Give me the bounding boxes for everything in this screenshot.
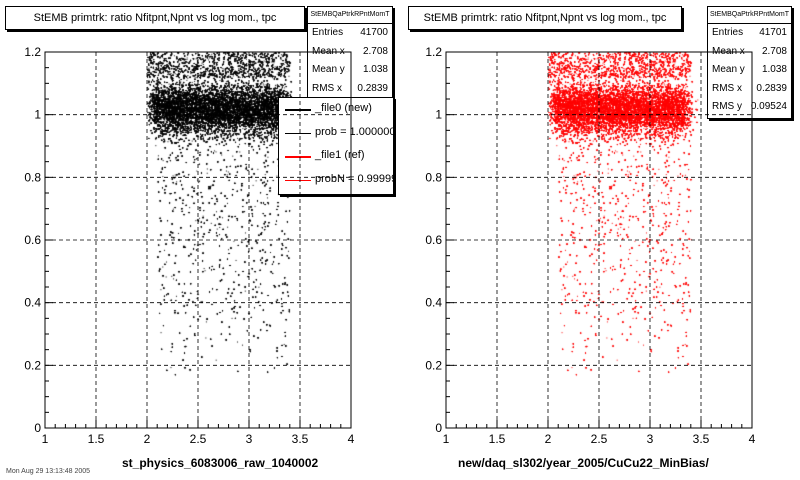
left-stats-label: Entries	[312, 27, 344, 38]
left-stats-value: 1.038	[362, 64, 388, 75]
left-plot-title: StEMB primtrk: ratio Nfitpnt,Npnt vs log…	[5, 6, 305, 30]
legend-line-swatch	[285, 109, 311, 111]
left-stats-value: 0.2839	[357, 82, 388, 94]
legend-entry-label: prob = 1.000000	[315, 125, 394, 138]
right-stats-name: StEMBQaPtrkRPntMomT	[708, 7, 791, 24]
legend-line-swatch	[285, 179, 311, 181]
right-stats-label: Mean x	[712, 45, 745, 57]
right-stats-value: 41701	[759, 27, 787, 38]
footer-timestamp: Mon Aug 29 13:13:48 2005	[6, 468, 91, 475]
legend-entry: _file0 (new)	[279, 98, 393, 122]
legend-box: _file0 (new) prob = 1.000000 _file1 (ref…	[278, 97, 394, 195]
left-stats-label: Mean x	[312, 45, 345, 57]
legend-entry: probN = 0.999997	[279, 169, 393, 193]
left-stats-row: Mean y 1.038	[308, 61, 392, 80]
left-stats-value: 41700	[360, 27, 388, 38]
right-plot-title-text: StEMB primtrk: ratio Nfitpnt,Npnt vs log…	[423, 12, 667, 24]
right-stats-row: RMS x 0.2839	[708, 80, 791, 99]
legend-entry-label: _file1 (ref)	[315, 149, 365, 161]
legend-line-swatch	[285, 132, 311, 134]
right-stats-label: RMS x	[712, 82, 742, 94]
left-stats-name: StEMBQaPtrkRPntMomT	[308, 7, 392, 24]
right-plot-title: StEMB primtrk: ratio Nfitpnt,Npnt vs log…	[408, 6, 682, 30]
left-x-axis-label: st_physics_6083006_raw_1040002	[122, 456, 319, 470]
left-stats-row: Mean x 2.708	[308, 43, 392, 62]
left-stats-box: StEMBQaPtrkRPntMomT Entries 41700 Mean x 2…	[307, 6, 393, 102]
right-stats-label: RMS y	[712, 101, 742, 112]
right-stats-row: Mean x 2.708	[708, 43, 791, 62]
right-x-axis-label: new/daq_sl302/year_2005/CuCu22_MinBias/	[458, 456, 709, 470]
left-stats-value: 2.708	[362, 45, 388, 57]
legend-line-swatch	[285, 156, 311, 158]
legend-entry: prob = 1.000000	[279, 122, 393, 146]
legend-entry-label: _file0 (new)	[315, 102, 372, 114]
left-stats-label: RMS x	[312, 82, 342, 94]
right-stats-label: Entries	[712, 27, 744, 38]
right-stats-box: StEMBQaPtrkRPntMomT Entries 41701 Mean x 2…	[707, 6, 792, 119]
legend-entry: _file1 (ref)	[279, 145, 393, 169]
legend-entry-label: probN = 0.999997	[315, 172, 393, 185]
right-stats-row: RMS y 0.09524	[708, 98, 791, 117]
right-stats-row: Entries 41701	[708, 24, 791, 43]
right-stats-value: 0.09524	[750, 101, 787, 112]
right-stats-value: 0.2839	[756, 82, 787, 94]
left-plot-title-text: StEMB primtrk: ratio Nfitpnt,Npnt vs log…	[33, 12, 277, 24]
left-stats-row: Entries 41700	[308, 24, 392, 43]
left-stats-label: Mean y	[312, 64, 345, 75]
right-stats-value: 1.038	[761, 64, 787, 75]
right-stats-label: Mean y	[712, 64, 745, 75]
right-stats-value: 2.708	[761, 45, 787, 57]
right-stats-row: Mean y 1.038	[708, 61, 791, 80]
left-stats-row: RMS x 0.2839	[308, 80, 392, 99]
